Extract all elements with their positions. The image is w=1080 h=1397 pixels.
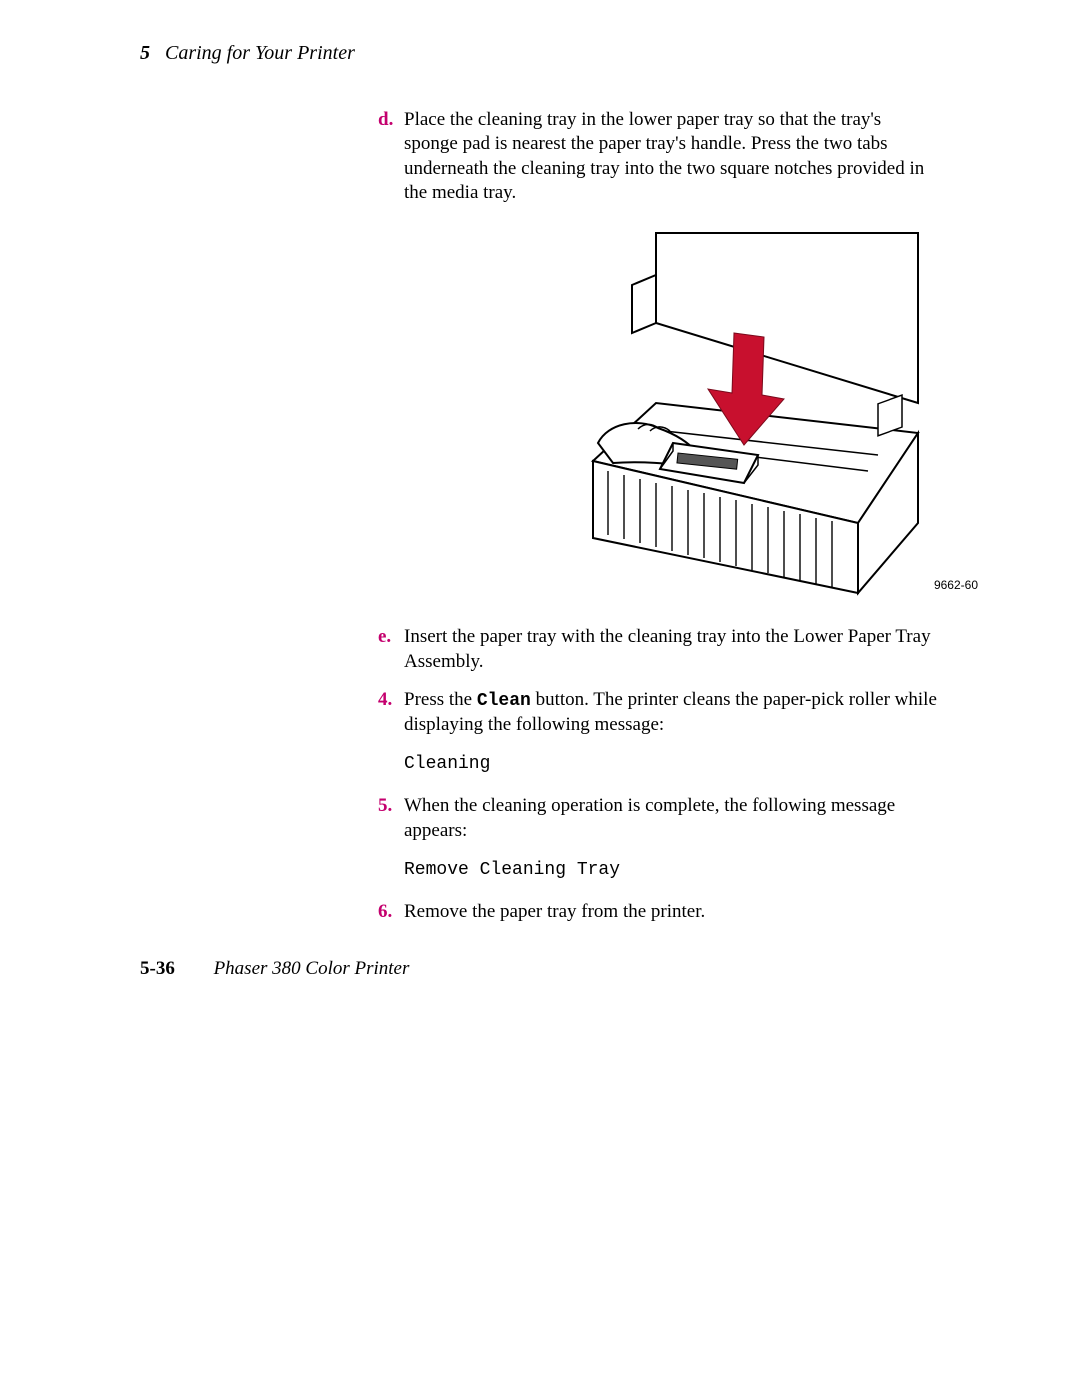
step-text: Remove the paper tray from the printer.	[404, 900, 938, 924]
step-marker: 4.	[378, 688, 404, 712]
manual-title: Phaser 380 Color Printer	[214, 958, 410, 979]
chapter-title: Caring for Your Printer	[165, 42, 355, 64]
step-text: Insert the paper tray with the cleaning …	[404, 625, 938, 674]
step-text-a: Press the	[404, 689, 477, 710]
step-text: Place the cleaning tray in the lower pap…	[404, 108, 938, 205]
step-text: Press the Clean button. The printer clea…	[404, 688, 938, 737]
step-d: d. Place the cleaning tray in the lower …	[378, 108, 938, 205]
step-5: 5. When the cleaning operation is comple…	[378, 794, 938, 843]
display-message-1: Cleaning	[404, 753, 938, 776]
step-text: When the cleaning operation is complete,…	[404, 794, 938, 843]
step-4: 4. Press the Clean button. The printer c…	[378, 688, 938, 737]
body-content: d. Place the cleaning tray in the lower …	[378, 108, 938, 938]
chapter-number: 5	[140, 42, 150, 64]
figure-container: 9662-60	[378, 223, 938, 603]
step-marker: e.	[378, 625, 404, 649]
step-marker: 6.	[378, 900, 404, 924]
printer-svg	[578, 223, 938, 603]
step-e: e. Insert the paper tray with the cleani…	[378, 625, 938, 674]
footer: 5-36 Phaser 380 Color Printer	[140, 958, 409, 980]
display-message-2: Remove Cleaning Tray	[404, 859, 938, 882]
running-header: 5 Caring for Your Printer	[140, 42, 355, 65]
figure-label: 9662-60	[934, 578, 978, 593]
step-marker: d.	[378, 108, 404, 132]
step-6: 6. Remove the paper tray from the printe…	[378, 900, 938, 924]
step-marker: 5.	[378, 794, 404, 818]
page-number: 5-36	[140, 958, 175, 979]
button-name: Clean	[477, 691, 531, 711]
printer-illustration: 9662-60	[578, 223, 938, 603]
page: 5 Caring for Your Printer d. Place the c…	[0, 0, 1080, 1397]
